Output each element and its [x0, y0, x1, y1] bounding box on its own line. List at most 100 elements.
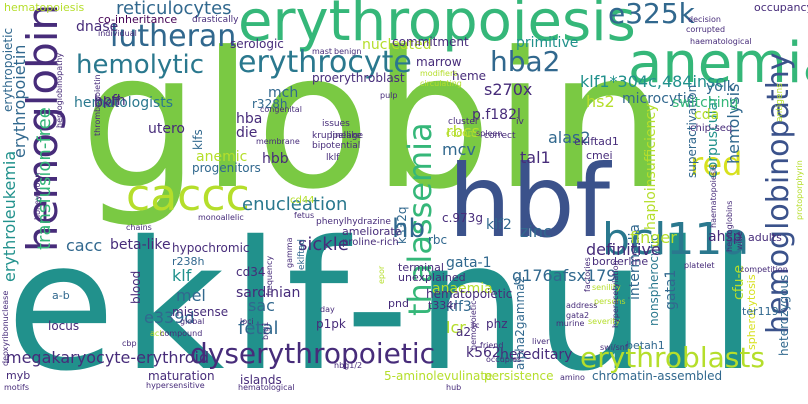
word-phenylhydrazine: phenylhydrazine	[316, 217, 391, 227]
word-liver: liver	[532, 337, 550, 346]
word-islands: islands	[240, 373, 282, 387]
word-occupancy: occupancy	[754, 1, 808, 14]
word-anemia: anemia	[628, 31, 808, 96]
word-fetal: fetal	[238, 318, 279, 339]
word-lutheran: lutheran	[110, 19, 237, 54]
word-chains: chains	[126, 223, 152, 232]
word-hematologists: hematologists	[74, 95, 174, 111]
word-iv: iv	[516, 117, 524, 127]
word-bklf: bklf	[94, 95, 120, 111]
word-hbf: hbf	[448, 143, 611, 260]
word-e325k: e325k	[608, 0, 695, 30]
word-gamma: gamma	[285, 237, 294, 268]
word-tal1: tal1	[520, 148, 551, 167]
word-proline-rich: proline-rich	[342, 237, 399, 248]
word-mast: mast	[312, 47, 332, 56]
word-klf: klf	[172, 266, 192, 285]
word-protoporphyrin: protoporphyrin	[795, 160, 804, 220]
word-red: red	[690, 145, 743, 183]
word-cacc: cacc	[66, 236, 103, 255]
word-hub: hub	[446, 383, 462, 392]
word-haematopoiesis: haematopoiesis	[709, 164, 718, 228]
word-aminolevulinate: 5-aminolevulinate	[384, 369, 493, 383]
word-global: global	[180, 317, 205, 326]
word-t334r: t334r	[428, 299, 458, 312]
word-murine: murine	[556, 319, 585, 328]
word-honeymoon: honeymoon	[33, 172, 42, 220]
word-terminal: terminal	[398, 261, 444, 274]
word-hematopoiesis: hematopoiesis	[4, 1, 85, 14]
word-haploinsufficiency: haploinsufficiency	[643, 103, 659, 230]
word-serologic: serologic	[230, 37, 284, 51]
word-brg1: brg1	[261, 321, 270, 340]
word-definitive: definitive	[586, 240, 661, 259]
word-borderline: borderline	[592, 255, 649, 268]
word-occupies: occupies	[486, 355, 522, 364]
word-monoallelic: monoallelic	[198, 213, 244, 222]
word-k562: k562	[466, 345, 501, 361]
word-rbcs: rbcs	[446, 122, 480, 141]
word-sardinian: sardinian	[236, 285, 301, 301]
word-locus: locus	[48, 319, 80, 333]
word-gata1: gata1	[663, 269, 679, 310]
word-severity: severity	[588, 317, 621, 326]
word-competition: competition	[740, 265, 788, 274]
word-ameliorate: ameliorate	[342, 225, 402, 238]
word-eklf-null: eklf-null	[6, 203, 764, 404]
word-membrane: membrane	[256, 137, 300, 146]
word-wide: wide	[735, 231, 744, 250]
word-erythropoiesis: erythropoiesis	[238, 0, 636, 54]
word-enucleation: enucleation	[242, 194, 348, 215]
word-rbc: rbc	[428, 233, 448, 247]
word-myb: myb	[6, 369, 31, 382]
word-blood: blood	[129, 270, 143, 304]
word-e339d: e339d	[144, 308, 195, 327]
word-drastically: drastically	[192, 15, 239, 25]
word-hbg1-2: hbg1/2	[334, 361, 363, 370]
word-cmei: cmei	[586, 149, 613, 162]
word-chip-seq: chip-seq	[690, 123, 733, 134]
word-friend: friend	[480, 341, 504, 350]
word-die: die	[236, 125, 258, 141]
word-marrow: marrow	[416, 55, 462, 69]
word-codon: codon	[446, 129, 474, 139]
word-yolk: yolk	[706, 79, 735, 95]
word-persons: persons	[594, 297, 626, 306]
word-hematopoietic: hematopoietic	[426, 287, 513, 301]
word-alas2: alas2	[548, 128, 591, 147]
word-finger: finger	[630, 228, 677, 247]
word-erythrocyte: erythrocyte	[238, 45, 412, 80]
word-anaemia: anaemia	[432, 281, 493, 297]
word-anemic: anemic	[196, 149, 248, 165]
word-dyserythropoietic: dyserythropoietic	[190, 337, 436, 370]
word-mel: mel	[176, 286, 206, 305]
word-hypochromic: hypochromic	[172, 241, 250, 255]
word-heterozygous: heterozygous	[777, 274, 791, 356]
word-co-inheritance: co-inheritance	[98, 13, 178, 26]
word-cd44: cd44	[290, 195, 315, 206]
word-g176afsx179: g176afsx179	[512, 266, 617, 285]
word-congenital: congenital	[260, 105, 302, 114]
word-day: day	[320, 305, 335, 314]
word-s270x: s270x	[484, 80, 533, 99]
word-3c: 3c	[470, 321, 480, 330]
word-deoxyribonuclease: deoxyribonuclease	[1, 290, 10, 366]
word-gata2: gata2	[566, 311, 590, 320]
word-hba: hba	[236, 111, 263, 127]
word-primitive: primitive	[516, 35, 579, 51]
word-address: address	[566, 301, 598, 310]
word-factories: factories	[583, 257, 592, 292]
word-persistence: persistence	[484, 369, 554, 383]
word-adults: adults	[748, 231, 782, 244]
word-unexplained: unexplained	[398, 271, 466, 284]
word-phz: phz	[486, 317, 508, 331]
word-eklftad: eklftad	[297, 238, 307, 270]
word-cluster: cluster	[448, 117, 479, 127]
word-sickle: sickle	[298, 234, 349, 255]
word-antigens: antigens	[775, 83, 785, 122]
word-klf3: klf3	[446, 299, 472, 315]
word-modifiers: modifiers	[420, 69, 458, 78]
word-megakaryocyte-erythroid: megakaryocyte-erythroid	[6, 348, 210, 367]
word-haematological: haematological	[690, 37, 752, 46]
